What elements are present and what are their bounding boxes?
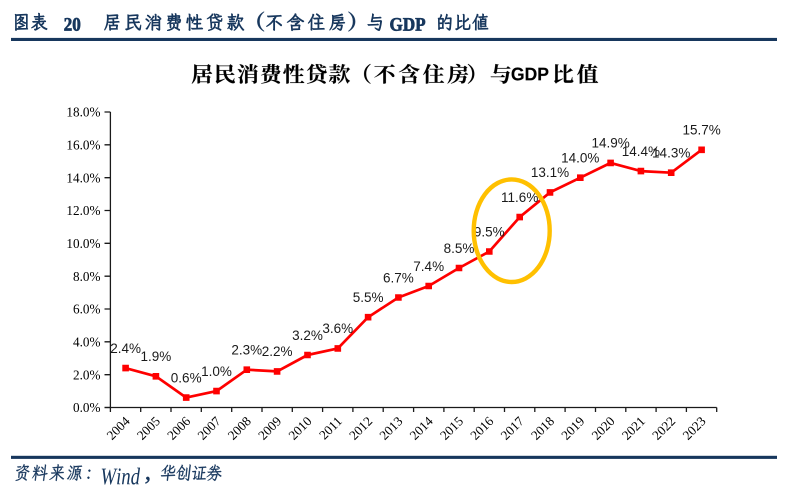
- svg-text:0.0%: 0.0%: [73, 400, 100, 415]
- svg-text:8.5%: 8.5%: [444, 241, 475, 256]
- svg-text:3.2%: 3.2%: [292, 328, 323, 343]
- svg-text:10.0%: 10.0%: [66, 236, 100, 251]
- svg-text:16.0%: 16.0%: [66, 137, 100, 152]
- svg-text:2.3%: 2.3%: [231, 343, 262, 358]
- svg-text:6.0%: 6.0%: [73, 302, 100, 317]
- svg-text:6.7%: 6.7%: [383, 270, 414, 285]
- svg-text:8.0%: 8.0%: [73, 269, 100, 284]
- svg-text:2.4%: 2.4%: [110, 341, 141, 356]
- svg-text:3.6%: 3.6%: [322, 321, 353, 336]
- svg-text:2.2%: 2.2%: [262, 344, 293, 359]
- svg-text:15.7%: 15.7%: [682, 123, 720, 138]
- svg-text:5.5%: 5.5%: [353, 290, 384, 305]
- svg-text:9.5%: 9.5%: [474, 224, 505, 239]
- svg-text:14.9%: 14.9%: [591, 136, 629, 151]
- svg-text:12.0%: 12.0%: [66, 203, 100, 218]
- svg-text:7.4%: 7.4%: [413, 259, 444, 274]
- svg-text:14.0%: 14.0%: [66, 170, 100, 185]
- svg-text:13.1%: 13.1%: [531, 165, 569, 180]
- svg-text:1.0%: 1.0%: [201, 364, 232, 379]
- svg-text:2.0%: 2.0%: [73, 367, 100, 382]
- svg-text:11.6%: 11.6%: [501, 190, 538, 205]
- svg-text:14.4%: 14.4%: [622, 144, 660, 159]
- svg-text:4.0%: 4.0%: [73, 334, 100, 349]
- svg-text:1.9%: 1.9%: [141, 349, 172, 364]
- svg-text:14.3%: 14.3%: [652, 146, 690, 161]
- svg-text:18.0%: 18.0%: [66, 105, 100, 120]
- svg-text:14.0%: 14.0%: [561, 151, 599, 166]
- svg-text:0.6%: 0.6%: [171, 370, 202, 385]
